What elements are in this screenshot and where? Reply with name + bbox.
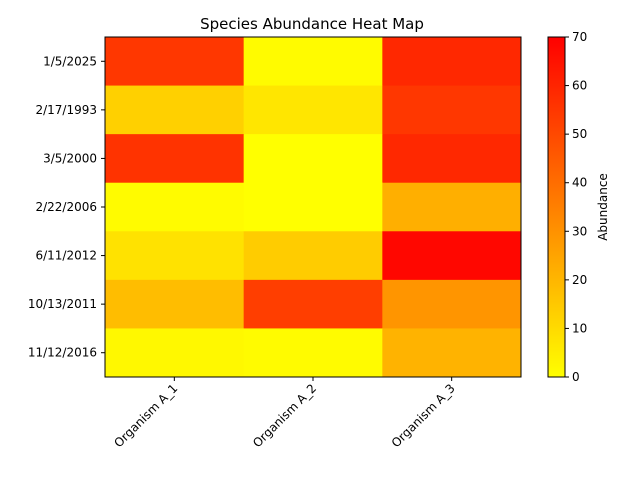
colorbar-tick-label: 0 (572, 370, 580, 384)
heatmap-cell (382, 85, 522, 135)
y-tick-label: 11/12/2016 (28, 346, 97, 360)
y-tick-label: 2/17/1993 (35, 103, 97, 117)
y-tick-label: 6/11/2012 (35, 249, 97, 263)
heatmap-cell (382, 182, 522, 232)
heatmap-cell (243, 279, 383, 329)
x-tick-label: Organism A_3 (389, 381, 458, 450)
heatmap-cell (243, 85, 383, 135)
heatmap-cell (382, 231, 522, 281)
heatmap-cell (105, 279, 245, 329)
heatmap-cell (105, 134, 245, 184)
x-axis: Organism A_1 Organism A_2 Organism A_3 (111, 377, 458, 450)
x-tick-label: Organism A_1 (111, 381, 180, 450)
heatmap-cells (105, 37, 522, 378)
heatmap-cell (105, 182, 245, 232)
colorbar-tick-label: 50 (572, 127, 587, 141)
chart-title: Species Abundance Heat Map (200, 15, 424, 33)
colorbar-tick-label: 10 (572, 321, 587, 335)
y-axis: 1/5/2025 2/17/1993 3/5/2000 2/22/2006 6/11/2… (28, 54, 105, 360)
colorbar-tick-label: 30 (572, 224, 587, 238)
y-tick-label: 2/22/2006 (35, 200, 97, 214)
heatmap-cell (382, 37, 522, 87)
heatmap-cell (243, 182, 383, 232)
colorbar-tick-label: 60 (572, 79, 587, 93)
heatmap-cell (243, 37, 383, 87)
colorbar-tick-label: 20 (572, 273, 587, 287)
heatmap-cell (243, 231, 383, 281)
colorbar-axis: 0 10 20 30 40 50 60 70 (565, 30, 587, 384)
y-tick-label: 10/13/2011 (28, 297, 97, 311)
heatmap-cell (105, 37, 245, 87)
heatmap-cell (382, 328, 522, 378)
heatmap-cell (105, 231, 245, 281)
colorbar (547, 36, 566, 378)
colorbar-label: Abundance (596, 173, 610, 241)
colorbar-tick-label: 40 (572, 176, 587, 190)
y-tick-label: 1/5/2025 (43, 54, 97, 68)
x-tick-label: Organism A_2 (250, 381, 319, 450)
heatmap-cell (105, 328, 245, 378)
heatmap-cell (105, 85, 245, 135)
heatmap-cell (243, 134, 383, 184)
heatmap-cell (382, 134, 522, 184)
colorbar-tick-label: 70 (572, 30, 587, 44)
heatmap-cell (382, 279, 522, 329)
heatmap-cell (243, 328, 383, 378)
y-tick-label: 3/5/2000 (43, 151, 97, 165)
